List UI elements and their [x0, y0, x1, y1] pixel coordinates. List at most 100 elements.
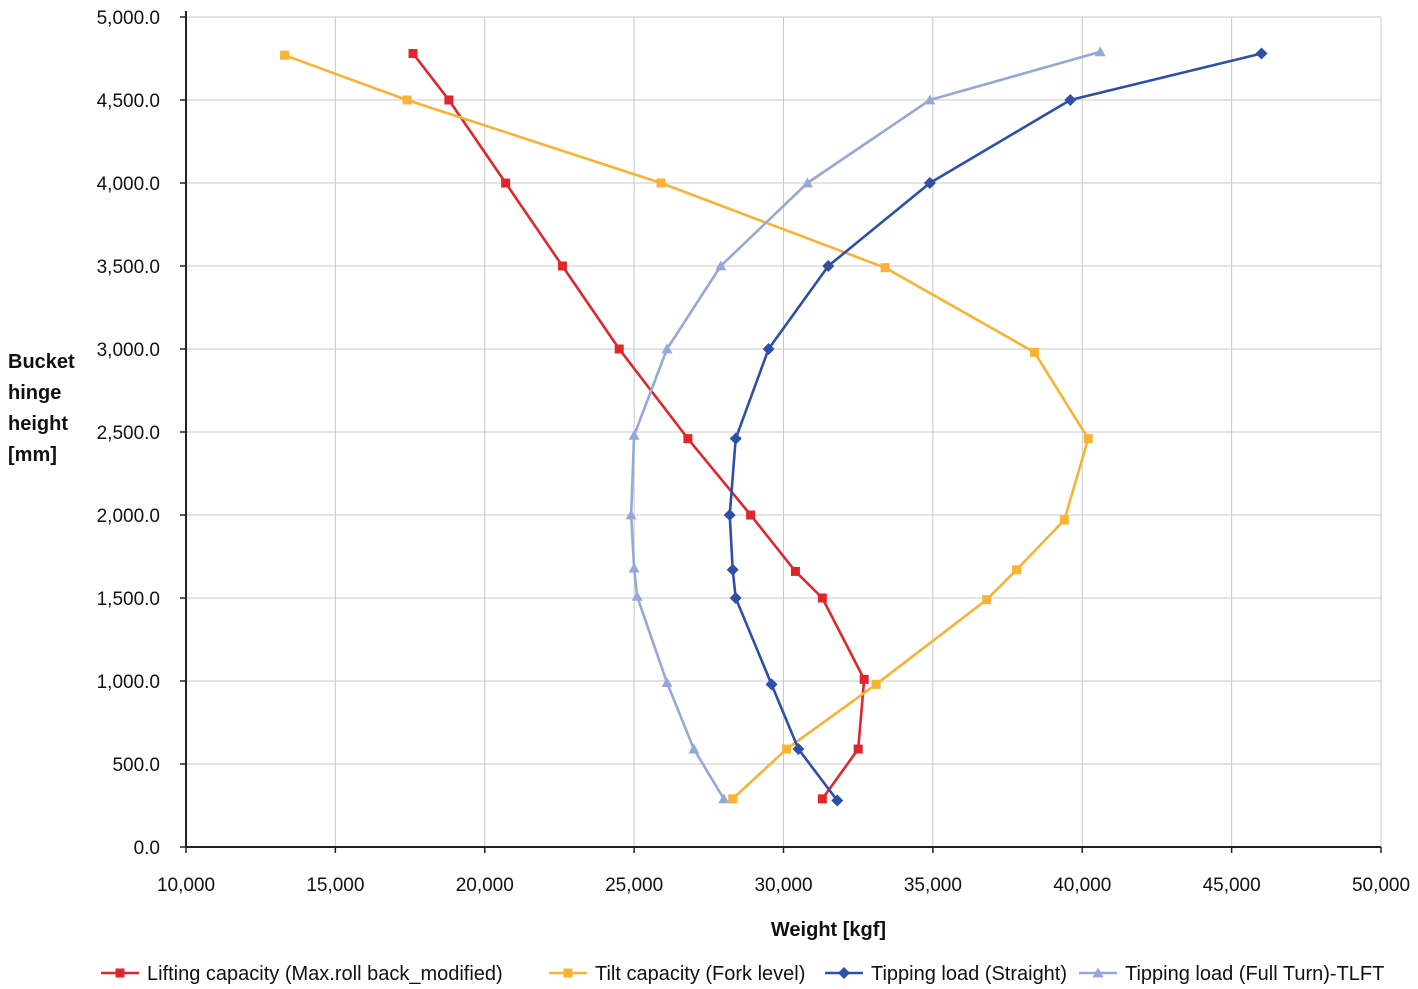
data-point [1012, 565, 1022, 575]
y-tick-label: 2,500.0 [97, 423, 160, 444]
data-point [817, 794, 827, 804]
data-point [1029, 347, 1039, 357]
data-point [628, 562, 640, 573]
series-line [629, 50, 1101, 800]
data-point [661, 343, 673, 354]
y-tick-label: 4,000.0 [97, 174, 160, 195]
data-point [688, 743, 700, 754]
data-point [1255, 47, 1268, 60]
legend-label: Tipping load (Full Turn)-TLFT [1125, 963, 1384, 985]
y-tick-label: 5,000.0 [97, 8, 160, 29]
legend-item: Tipping load (Full Turn)-TLFT [1079, 963, 1384, 985]
data-point [625, 509, 637, 520]
y-axis-title: Bucket hinge height [mm] [8, 351, 80, 466]
series-line [728, 52, 1262, 802]
y-tick-label: 0.0 [134, 838, 160, 859]
x-tick-label: 20,000 [456, 875, 514, 896]
series-line [412, 52, 866, 800]
data-point [792, 743, 805, 756]
y-tick-label: 2,000.0 [97, 506, 160, 527]
data-point [683, 434, 693, 444]
data-point [729, 592, 742, 604]
legend-item: Tipping load (Straight) [825, 963, 1067, 985]
data-point [1094, 46, 1106, 57]
data-point [781, 744, 791, 754]
x-tick-label: 30,000 [754, 875, 812, 896]
data-point [501, 178, 511, 188]
data-point [982, 595, 992, 605]
data-point [723, 509, 736, 521]
data-point [726, 563, 739, 576]
y-tick-label: 1,000.0 [97, 672, 160, 693]
data-point [790, 566, 800, 576]
data-point [656, 178, 666, 188]
axes [180, 11, 1382, 853]
data-point [402, 95, 412, 105]
data-point [715, 260, 727, 271]
legend-swatch-marker [115, 968, 125, 978]
series-line [284, 53, 1090, 800]
data-point [718, 793, 730, 804]
series-1 [408, 49, 869, 804]
data-point [1064, 94, 1077, 106]
x-tick-label: 35,000 [904, 875, 962, 896]
x-tick-label: 40,000 [1053, 875, 1111, 896]
data-point [728, 794, 738, 804]
x-tick-label: 25,000 [605, 875, 663, 896]
y-axis-title-line: Bucket [8, 351, 75, 373]
legend-swatch-marker [838, 967, 850, 979]
data-point [661, 677, 673, 688]
data-point [746, 510, 756, 520]
x-tick-label: 45,000 [1203, 875, 1261, 896]
data-point [280, 50, 290, 60]
data-point [614, 344, 624, 354]
grid-lines [186, 16, 1382, 847]
legend: Lifting capacity (Max.roll back_modified… [101, 963, 1384, 985]
legend-item: Lifting capacity (Max.roll back_modified… [101, 963, 503, 985]
data-point [1083, 434, 1093, 444]
y-tick-label: 1,500.0 [97, 589, 160, 610]
legend-swatch-marker [563, 968, 573, 978]
legend-label: Tilt capacity (Fork level) [595, 963, 805, 985]
data-point [924, 94, 936, 105]
legend-item: Tilt capacity (Fork level) [549, 963, 805, 985]
series-4 [625, 46, 1106, 804]
data-point [853, 744, 863, 754]
x-tick-label: 15,000 [306, 875, 364, 896]
data-point [801, 177, 813, 188]
y-axis-tick-labels: 0.0 500.0 1,000.0 1,500.0 2,000.0 2,500.0 3,00… [97, 8, 160, 859]
y-tick-label: 3,000.0 [97, 340, 160, 361]
data-point [923, 177, 936, 189]
y-tick-label: 4,500.0 [97, 91, 160, 112]
data-series [280, 46, 1268, 807]
data-point [831, 794, 844, 807]
data-point [880, 263, 890, 273]
legend-label: Tipping load (Straight) [871, 963, 1067, 985]
y-axis-title-line: [mm] [8, 444, 57, 466]
series-3 [723, 47, 1268, 807]
x-tick-label: 10,000 [157, 875, 215, 896]
data-point [729, 432, 742, 445]
legend-swatch-marker [1092, 967, 1104, 978]
data-point [408, 49, 418, 59]
y-axis-title-line: height [8, 413, 68, 435]
y-tick-label: 500.0 [112, 755, 160, 776]
x-axis-title: Weight [kgf] [771, 919, 886, 941]
data-point [859, 674, 869, 684]
data-point [822, 260, 835, 272]
y-tick-label: 3,500.0 [97, 257, 160, 278]
data-point [631, 590, 643, 601]
x-axis-tick-labels: 10,000 15,000 20,000 25,000 30,000 35,000 40,0… [157, 875, 1410, 896]
data-point [628, 429, 640, 440]
data-point [765, 678, 778, 691]
legend-label: Lifting capacity (Max.roll back_modified… [147, 963, 503, 985]
data-point [871, 679, 881, 689]
data-point [817, 593, 827, 603]
data-point [557, 261, 567, 271]
y-axis-title-line: hinge [8, 382, 61, 404]
data-point [1059, 515, 1069, 525]
data-point [762, 343, 775, 355]
data-point [444, 95, 454, 105]
series-2 [280, 50, 1093, 804]
